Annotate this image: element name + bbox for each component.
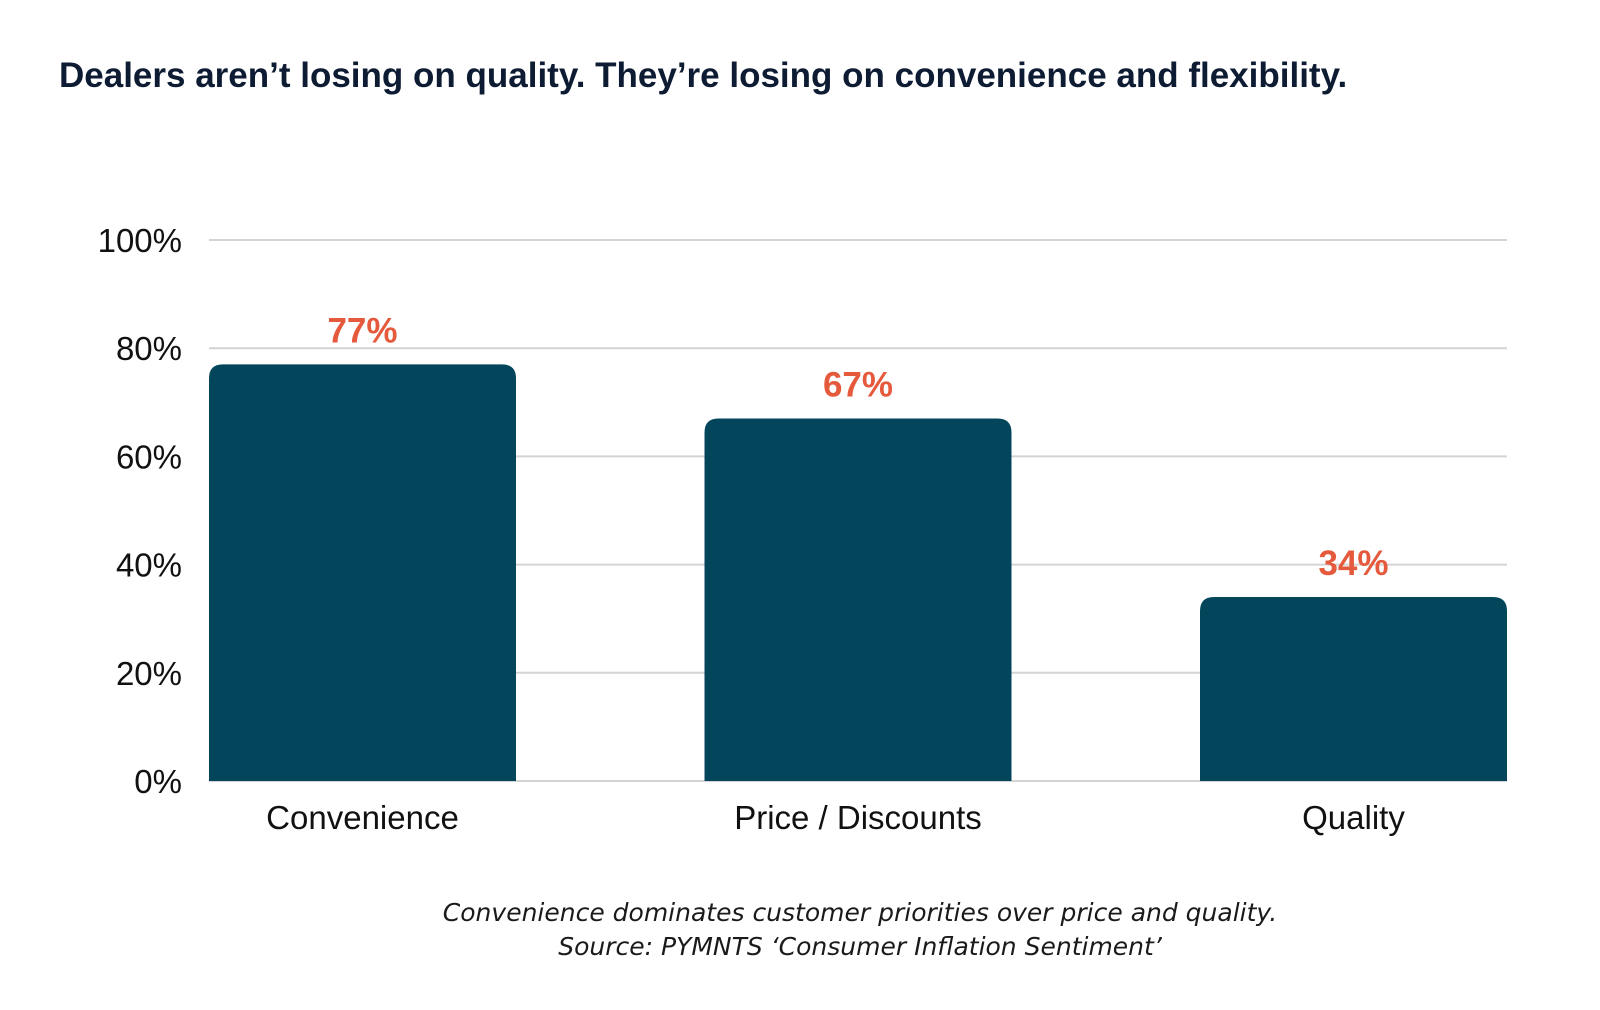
y-tick-label: 60% (116, 438, 182, 475)
y-tick-label: 100% (98, 222, 182, 259)
bar-price-discounts (704, 418, 1012, 781)
bars (209, 364, 1507, 781)
x-category-label: Convenience (266, 799, 459, 836)
y-tick-label: 20% (116, 655, 182, 692)
y-axis-ticks: 0% 20% 40% 60% 80% 100% (98, 222, 182, 800)
data-labels: 77% 67% 34% (327, 311, 1388, 583)
data-label: 34% (1318, 544, 1388, 583)
bar-quality (1200, 597, 1507, 781)
data-label: 77% (327, 311, 397, 350)
y-tick-label: 80% (116, 330, 182, 367)
data-label: 67% (823, 366, 893, 405)
chart-source: Source: PYMNTS ‘Consumer Inflation Senti… (558, 932, 1162, 961)
x-axis-categories: Convenience Price / Discounts Quality (266, 799, 1405, 836)
chart-title: Dealers aren’t losing on quality. They’r… (59, 56, 1348, 95)
chart-caption: Convenience dominates customer prioritie… (442, 898, 1278, 927)
y-tick-label: 0% (134, 763, 182, 800)
x-category-label: Quality (1302, 799, 1405, 836)
bar-convenience (209, 364, 516, 781)
x-category-label: Price / Discounts (734, 799, 982, 836)
y-tick-label: 40% (116, 547, 182, 584)
